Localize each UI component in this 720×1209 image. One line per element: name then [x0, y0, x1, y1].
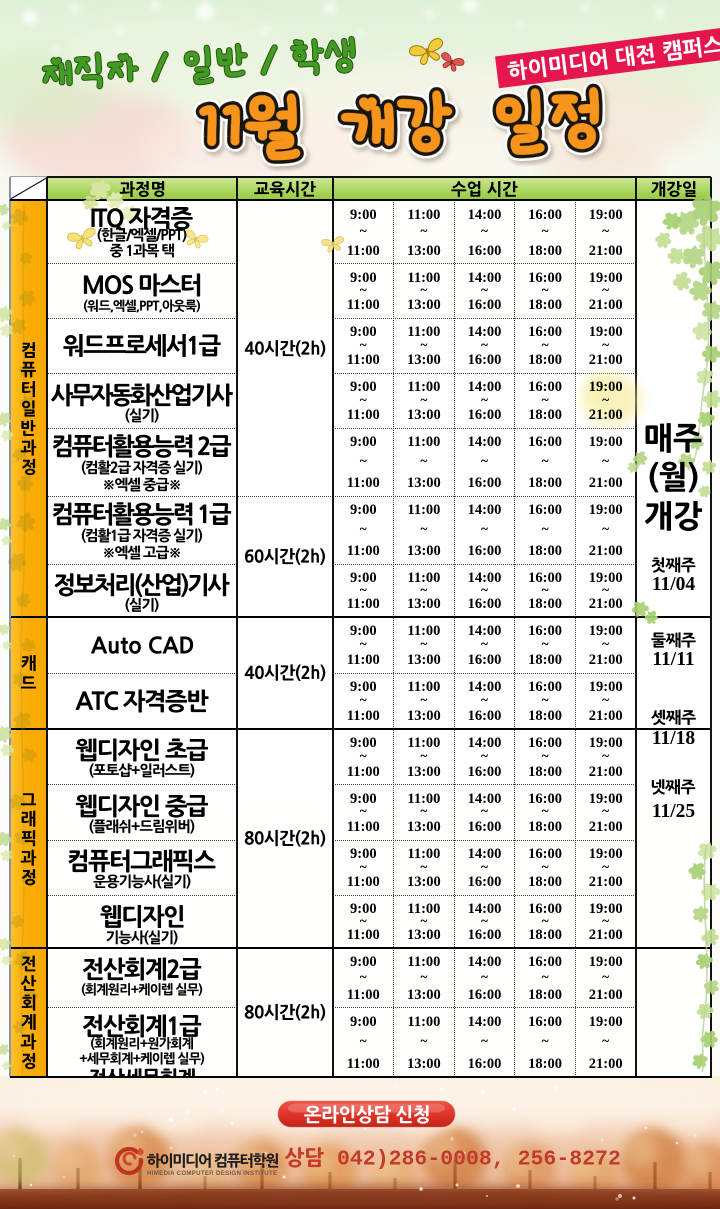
- svg-text:042)286-0008, 256-8272: 042)286-0008, 256-8272: [337, 1148, 621, 1172]
- svg-text:HIMEDIA COMPUTER DESIGN INSTIT: HIMEDIA COMPUTER DESIGN INSTITUTE: [147, 1170, 277, 1177]
